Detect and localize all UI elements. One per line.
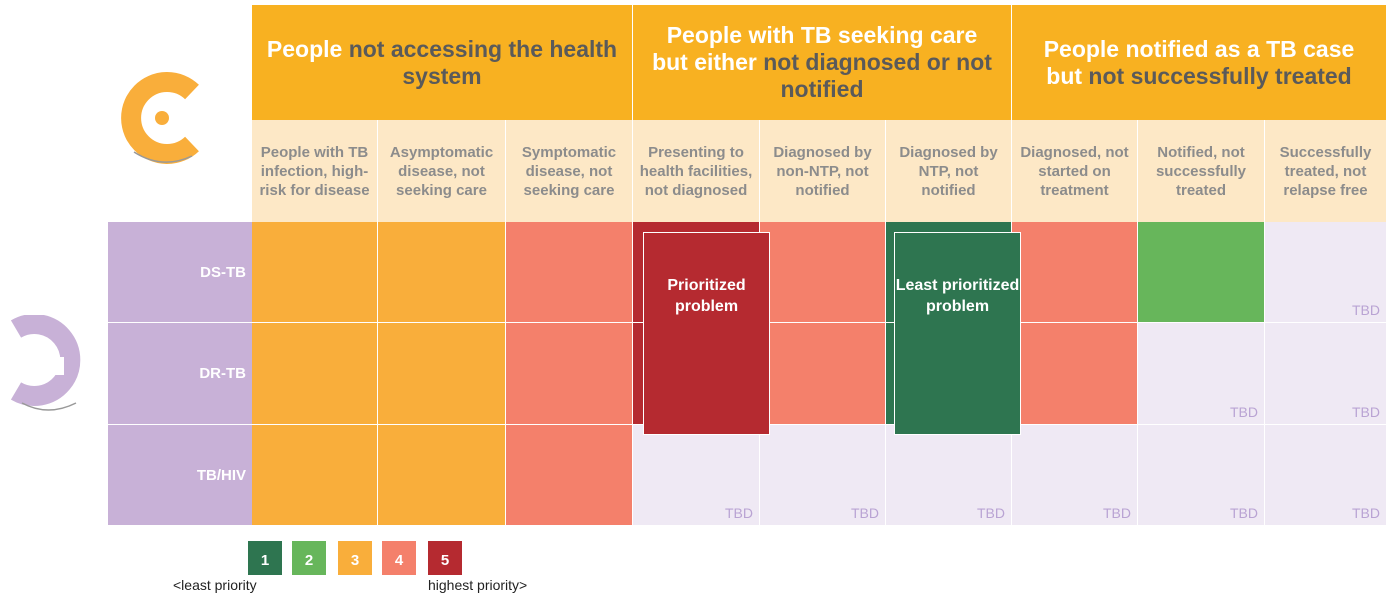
cascade-icon xyxy=(121,72,199,164)
group-text: People notified as a TB case but not suc… xyxy=(1026,36,1372,90)
column-header: Notified, not successfully treated xyxy=(1138,120,1265,222)
priority-cell: TBD xyxy=(633,425,760,526)
group-lead: People notified as a TB case but xyxy=(1043,35,1355,89)
legend-low: <least priority xyxy=(173,577,257,593)
legend-high: highest priority> xyxy=(428,577,528,593)
column-header: Symptomatic disease, not seeking care xyxy=(506,120,633,222)
group-text: People not accessing the health system xyxy=(266,36,618,90)
priority-cell xyxy=(1138,222,1265,323)
column-header: Diagnosed by non-NTP, not notified xyxy=(760,120,886,222)
priority-cell: TBD xyxy=(1265,222,1387,323)
callout: Prioritized problem xyxy=(643,232,770,435)
column-header: People with TB infection, high-risk for … xyxy=(252,120,378,222)
group-header: People not accessing the health system xyxy=(252,5,633,120)
group-rest: not accessing the health system xyxy=(348,35,618,89)
legend-swatch: 2 xyxy=(292,541,326,575)
priority-cell: TBD xyxy=(1138,425,1265,526)
row-label: TB/HIV xyxy=(108,425,252,526)
column-header: Presenting to health facilities, not dia… xyxy=(633,120,760,222)
group-rest: not successfully treated xyxy=(1088,62,1352,89)
group-text: People with TB seeking care but either n… xyxy=(647,22,997,103)
arrow xyxy=(21,402,77,411)
legend-swatch: 5 xyxy=(428,541,462,575)
priority-cell xyxy=(760,222,886,323)
legend-swatch: 1 xyxy=(248,541,282,575)
callout: Least prioritized problem xyxy=(894,232,1021,435)
legend-swatch: 4 xyxy=(382,541,416,575)
group-header: People with TB seeking care but either n… xyxy=(633,5,1012,120)
priority-cell xyxy=(506,323,633,425)
priority-cell: TBD xyxy=(886,425,1012,526)
priority-cell: TBD xyxy=(1138,323,1265,425)
priority-cell xyxy=(378,323,506,425)
column-header: Asymptomatic disease, not seeking care xyxy=(378,120,506,222)
tbd-label: TBD xyxy=(1352,404,1380,420)
row-label: DS-TB xyxy=(108,222,252,323)
c-shape xyxy=(121,72,199,164)
priority-cell xyxy=(760,323,886,425)
group-header: People notified as a TB case but not suc… xyxy=(1012,5,1387,120)
priority-cell: TBD xyxy=(760,425,886,526)
group-lead: People xyxy=(266,35,343,62)
group-rest: not diagnosed or not notified xyxy=(763,49,992,102)
icon-dot xyxy=(155,111,169,125)
tbd-label: TBD xyxy=(1103,505,1131,521)
tbd-label: TBD xyxy=(1230,404,1258,420)
tbd-label: TBD xyxy=(1352,505,1380,521)
group-lead: People with TB seeking care but either xyxy=(652,22,978,75)
priority-cell xyxy=(252,425,378,526)
priority-cell xyxy=(1012,222,1138,323)
priority-cell: TBD xyxy=(1265,323,1387,425)
priority-cell xyxy=(506,222,633,323)
row-label: DR-TB xyxy=(108,323,252,425)
priority-cell xyxy=(252,222,378,323)
priority-cell: TBD xyxy=(1265,425,1387,526)
priority-cell: TBD xyxy=(1012,425,1138,526)
column-header: Diagnosed by NTP, not notified xyxy=(886,120,1012,222)
priority-cell xyxy=(378,222,506,323)
column-header: Successfully treated, not relapse free xyxy=(1265,120,1387,222)
stairs xyxy=(40,357,64,375)
tbd-label: TBD xyxy=(1230,505,1258,521)
tbd-label: TBD xyxy=(725,505,753,521)
tbd-label: TBD xyxy=(977,505,1005,521)
c-shape xyxy=(10,315,81,406)
priority-cell xyxy=(506,425,633,526)
stairs-icon xyxy=(10,315,81,411)
column-header: Diagnosed, not started on treatment xyxy=(1012,120,1138,222)
legend-swatch: 3 xyxy=(338,541,372,575)
arrow xyxy=(133,151,193,163)
tbd-label: TBD xyxy=(851,505,879,521)
priority-cell xyxy=(1012,323,1138,425)
priority-cell xyxy=(378,425,506,526)
priority-cell xyxy=(252,323,378,425)
tbd-label: TBD xyxy=(1352,302,1380,318)
